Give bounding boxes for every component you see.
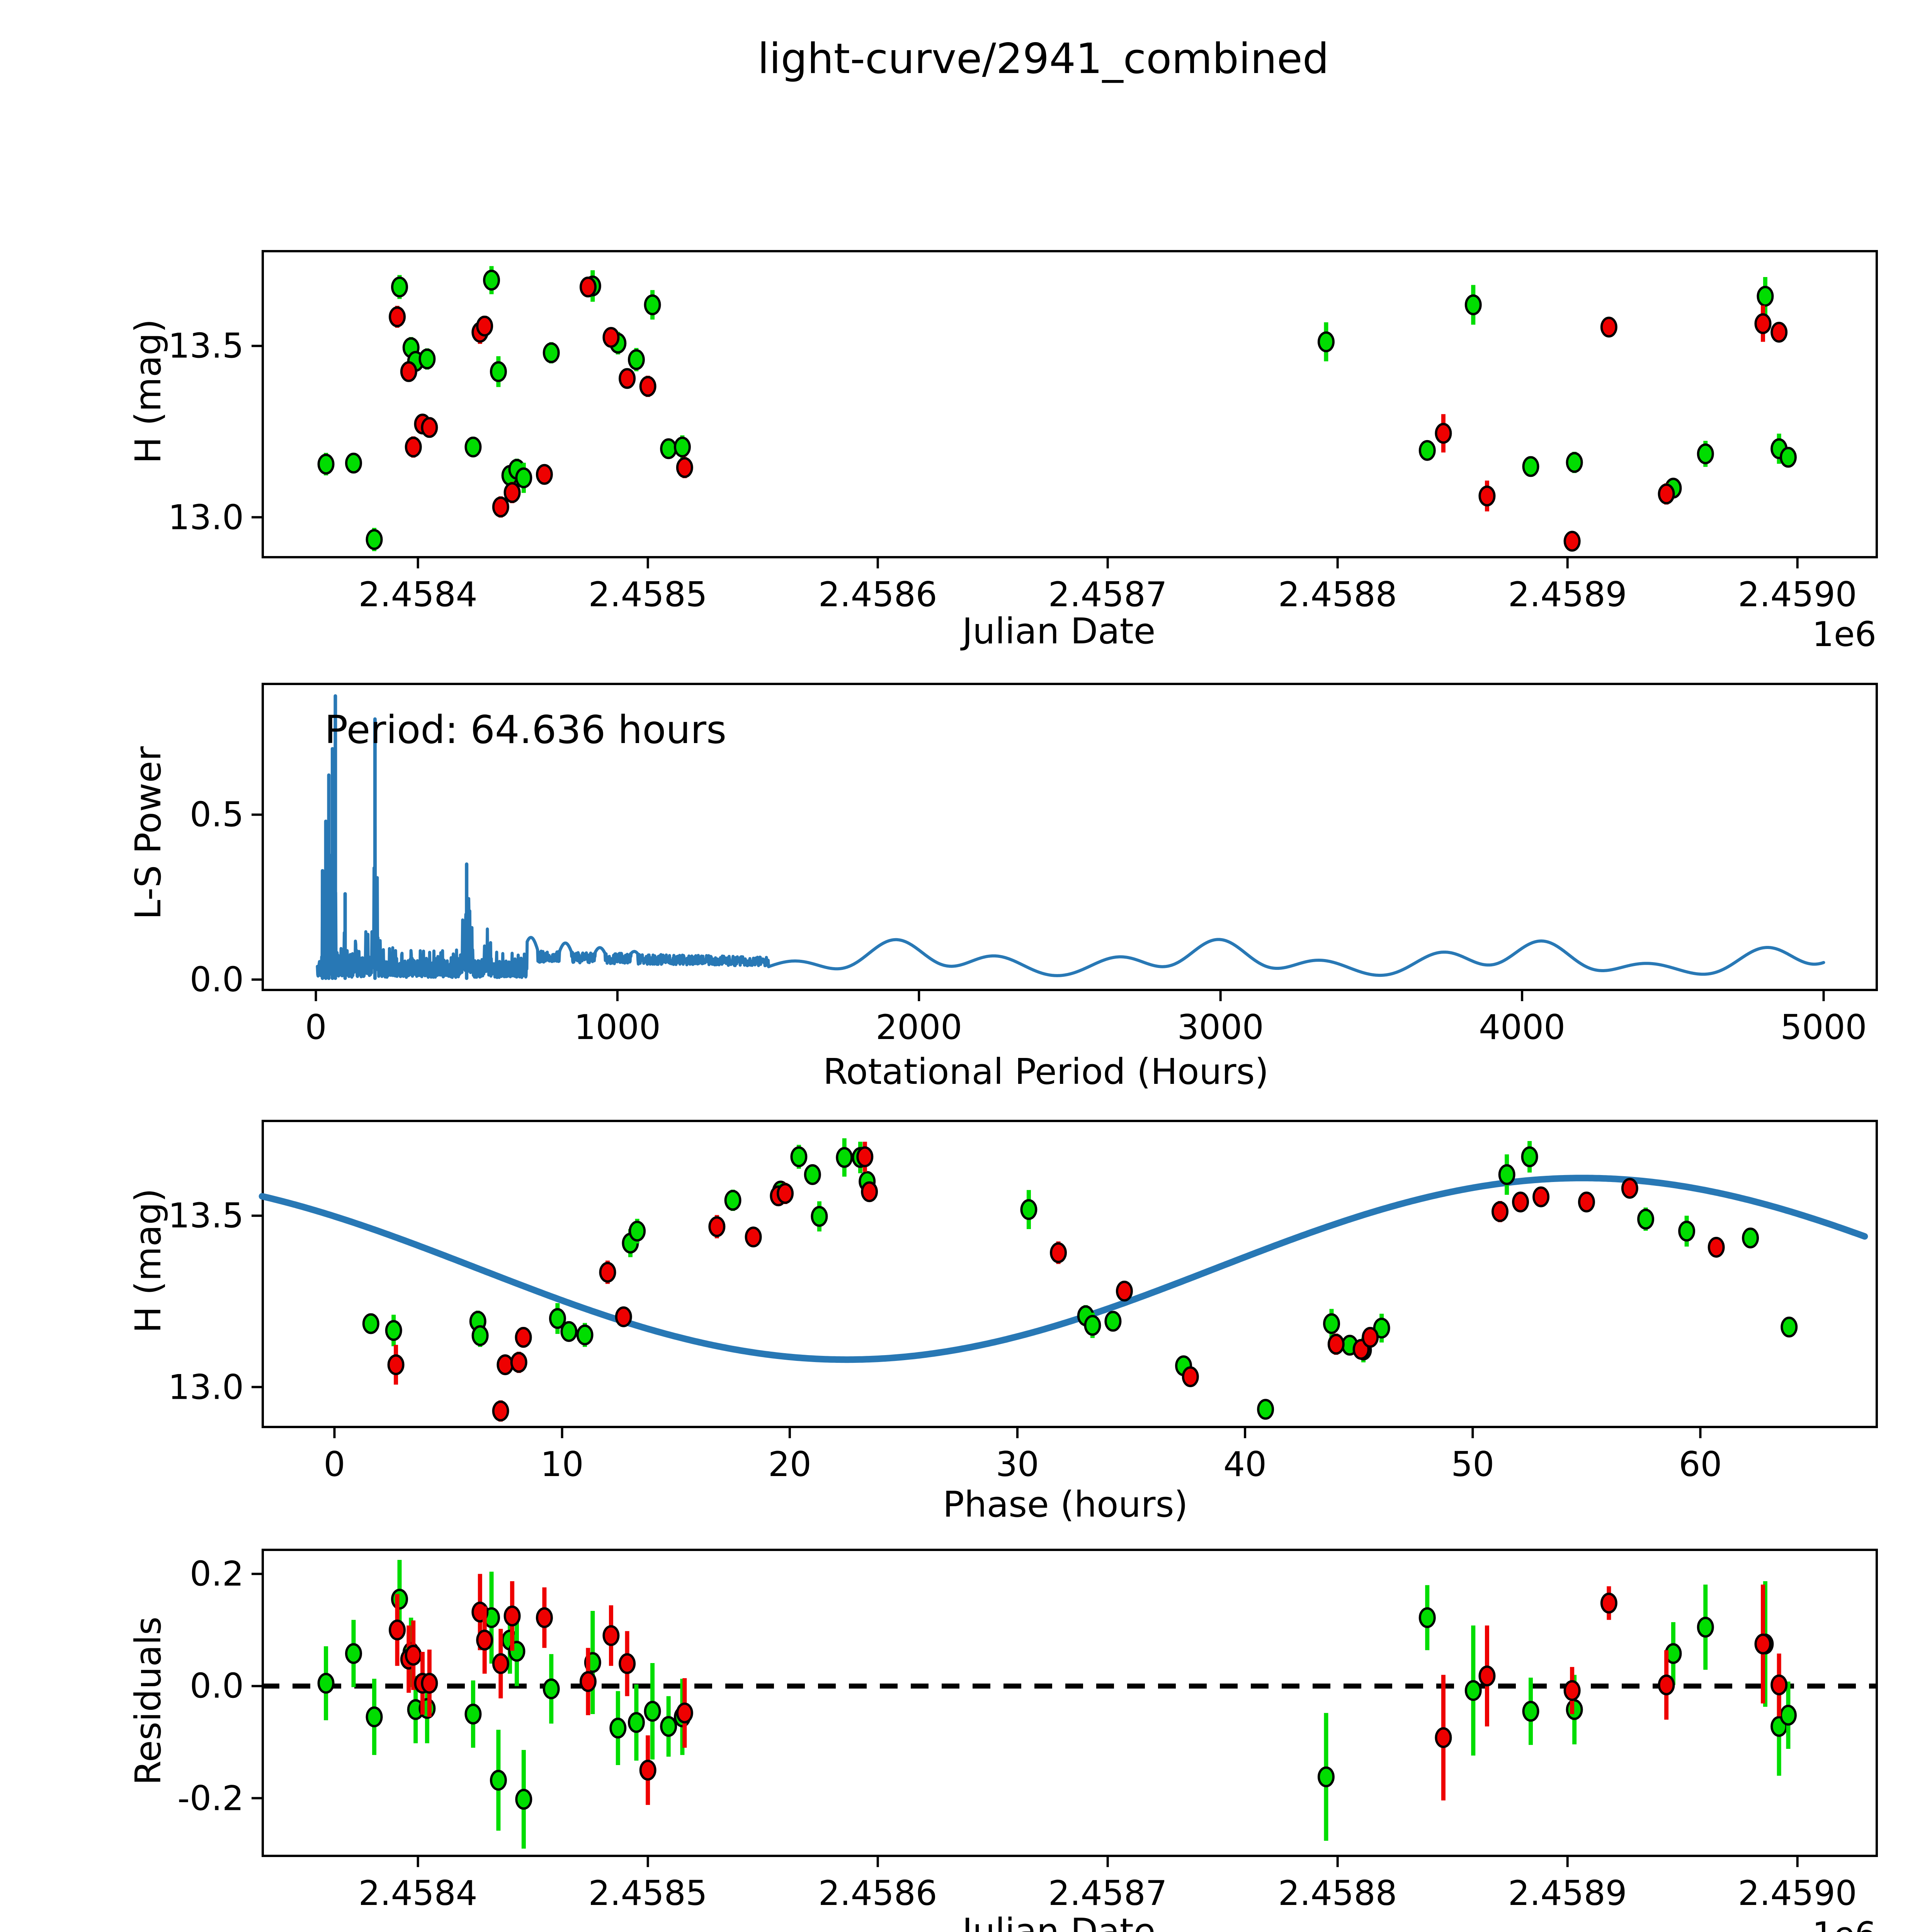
- xtick-label: 20: [768, 1444, 811, 1484]
- xtick-label: 1000: [574, 1007, 661, 1047]
- ytick-label: 0.0: [190, 1666, 244, 1706]
- xtick-label: 2.4585: [588, 1873, 707, 1913]
- xtick-label: 2.4584: [358, 575, 478, 614]
- xtick-label: 2.4586: [818, 575, 937, 614]
- xtick-label: 2.4584: [358, 1873, 478, 1913]
- xtick-label: 2.4587: [1048, 1873, 1167, 1913]
- ytick-label: -0.2: [177, 1778, 244, 1818]
- series-red: [387, 1141, 1725, 1422]
- xtick-label: 50: [1451, 1444, 1495, 1484]
- xtick-label: 2.4588: [1278, 575, 1397, 614]
- panel-periodogram: [262, 683, 1878, 991]
- ytick-label: 0.5: [190, 794, 244, 835]
- ytick-label: 0.2: [190, 1554, 244, 1594]
- panel-lightcurve-xlabel: Julian Date: [962, 611, 1156, 652]
- ytick-label: 13.0: [168, 497, 244, 537]
- panel-residuals-offset-label: 1e6: [1812, 1915, 1876, 1932]
- panel-lightcurve: [262, 250, 1878, 558]
- xtick-label: 30: [995, 1444, 1039, 1484]
- xtick-label: 2.4587: [1048, 575, 1167, 614]
- xtick-label: 2.4585: [588, 575, 707, 614]
- xtick-label: 4000: [1479, 1007, 1566, 1047]
- series-green: [362, 1138, 1798, 1420]
- figure-title: light-curve/2941_combined: [757, 35, 1329, 83]
- period-annotation: Period: 64.636 hours: [325, 707, 727, 752]
- xtick-label: 2.4586: [818, 1873, 937, 1913]
- xtick-label: 2.4589: [1508, 575, 1627, 614]
- xtick-label: 0: [323, 1444, 345, 1484]
- panel-phase-folded: [262, 1120, 1878, 1428]
- xtick-label: 60: [1679, 1444, 1722, 1484]
- xtick-label: 10: [540, 1444, 584, 1484]
- xtick-label: 0: [305, 1007, 327, 1047]
- xtick-label: 5000: [1780, 1007, 1867, 1047]
- ytick-label: 13.0: [168, 1367, 244, 1407]
- xtick-label: 3000: [1177, 1007, 1264, 1047]
- xtick-label: 2.4589: [1508, 1873, 1627, 1913]
- xtick-label: 2.4588: [1278, 1873, 1397, 1913]
- panel-phase-folded-xlabel: Phase (hours): [943, 1484, 1188, 1525]
- series-red: [389, 1574, 1788, 1805]
- ytick-label: 13.5: [168, 326, 244, 366]
- xtick-label: 2.4590: [1738, 1873, 1857, 1913]
- xtick-label: 2000: [876, 1007, 963, 1047]
- series-red: [389, 276, 1788, 552]
- panel-residuals-xlabel: Julian Date: [962, 1911, 1156, 1932]
- panel-lightcurve-offset-label: 1e6: [1812, 614, 1877, 654]
- panel-periodogram-xlabel: Rotational Period (Hours): [823, 1051, 1269, 1092]
- xtick-label: 2.4590: [1738, 575, 1857, 614]
- xtick-label: 40: [1223, 1444, 1267, 1484]
- ytick-label: 13.5: [168, 1196, 244, 1236]
- ytick-label: 0.0: [190, 959, 244, 1000]
